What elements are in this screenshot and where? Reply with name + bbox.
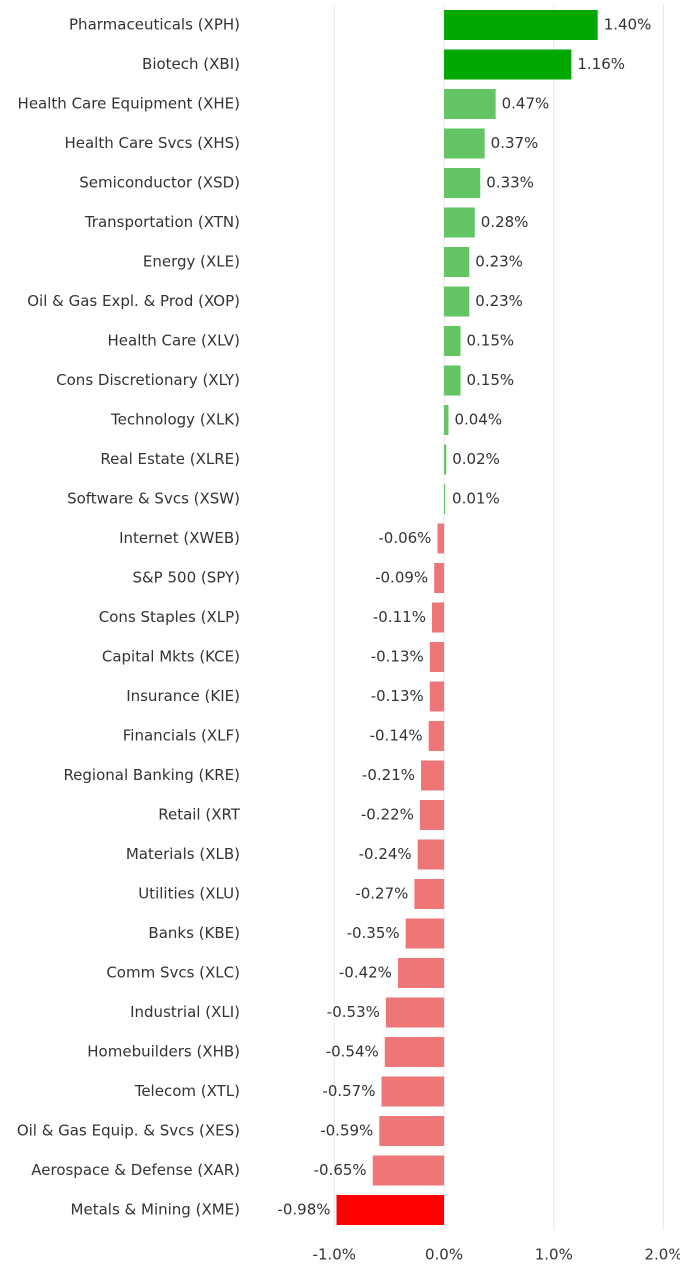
category-label: Cons Staples (XLP) xyxy=(99,608,240,626)
value-label: -0.13% xyxy=(371,687,424,705)
category-label: Utilities (XLU) xyxy=(138,885,240,903)
value-label: -0.54% xyxy=(326,1043,379,1061)
x-tick-label: 0.0% xyxy=(425,1246,463,1264)
value-label: 0.04% xyxy=(454,411,502,429)
value-label: -0.53% xyxy=(327,1003,380,1021)
value-label: 1.16% xyxy=(577,55,625,73)
value-label: -0.06% xyxy=(378,529,431,547)
category-label: Health Care Svcs (XHS) xyxy=(64,134,240,152)
value-label: 0.15% xyxy=(467,332,515,350)
value-label: -0.13% xyxy=(371,648,424,666)
x-tick-label: 2.0% xyxy=(644,1246,680,1264)
bar xyxy=(444,247,470,277)
bar xyxy=(381,1076,445,1107)
value-label: 0.01% xyxy=(452,490,500,508)
bar xyxy=(429,681,445,712)
value-label: 0.47% xyxy=(502,95,550,113)
bar xyxy=(405,918,445,949)
category-label: Internet (XWEB) xyxy=(119,529,240,547)
value-label: 1.40% xyxy=(604,16,652,34)
value-label: -0.21% xyxy=(362,766,415,784)
bar xyxy=(437,523,445,554)
bar xyxy=(444,444,447,475)
category-label: Cons Discretionary (XLY) xyxy=(56,371,240,389)
category-label: Homebuilders (XHB) xyxy=(87,1043,240,1061)
value-label: -0.24% xyxy=(359,845,412,863)
value-label: -0.65% xyxy=(314,1161,367,1179)
category-label: Energy (XLE) xyxy=(143,253,240,271)
category-label: Health Care Equipment (XHE) xyxy=(18,95,240,113)
category-label: Oil & Gas Equip. & Svcs (XES) xyxy=(17,1122,240,1140)
value-label: -0.22% xyxy=(361,806,414,824)
category-label: Biotech (XBI) xyxy=(142,55,240,73)
bar xyxy=(444,405,449,435)
bar xyxy=(431,602,445,633)
bar xyxy=(444,326,461,356)
category-label: Materials (XLB) xyxy=(126,845,240,863)
category-label: Comm Svcs (XLC) xyxy=(106,964,240,982)
bar xyxy=(444,168,481,198)
bar xyxy=(429,642,445,672)
value-label: -0.09% xyxy=(375,569,428,587)
category-label: Aerospace & Defense (XAR) xyxy=(31,1161,240,1179)
value-label: -0.14% xyxy=(370,727,423,745)
category-label: Telecom (XTL) xyxy=(134,1082,240,1100)
bar xyxy=(444,286,470,317)
bar xyxy=(444,89,496,119)
bar xyxy=(444,128,485,159)
category-label: S&P 500 (SPY) xyxy=(132,569,240,587)
bar xyxy=(444,49,572,80)
value-label: -0.42% xyxy=(339,964,392,982)
value-label: 0.15% xyxy=(467,371,515,389)
value-label: 0.02% xyxy=(452,450,500,468)
x-tick-label: 1.0% xyxy=(535,1246,573,1264)
category-label: Pharmaceuticals (XPH) xyxy=(69,16,240,34)
value-label: -0.57% xyxy=(322,1082,375,1100)
bar xyxy=(397,958,445,988)
category-label: Metals & Mining (XME) xyxy=(71,1201,240,1219)
category-label: Insurance (KIE) xyxy=(126,687,240,705)
bar xyxy=(336,1195,445,1225)
bar xyxy=(428,721,445,751)
category-label: Technology (XLK) xyxy=(110,411,240,429)
category-label: Regional Banking (KRE) xyxy=(63,766,240,784)
value-label: -0.27% xyxy=(355,885,408,903)
x-tick-label: -1.0% xyxy=(313,1246,357,1264)
bar xyxy=(444,365,461,396)
value-label: -0.11% xyxy=(373,608,426,626)
category-label: Real Estate (XLRE) xyxy=(100,450,240,468)
category-label: Banks (KBE) xyxy=(148,924,240,942)
value-label: 0.23% xyxy=(475,253,523,271)
bar xyxy=(421,760,445,791)
bar xyxy=(372,1155,445,1186)
category-label: Health Care (XLV) xyxy=(108,332,240,350)
value-label: -0.59% xyxy=(320,1122,373,1140)
category-label: Semiconductor (XSD) xyxy=(79,174,240,192)
value-label: -0.35% xyxy=(347,924,400,942)
bar xyxy=(384,1037,445,1067)
value-label: 0.23% xyxy=(475,292,523,310)
category-label: Software & Svcs (XSW) xyxy=(67,490,240,508)
category-label: Capital Mkts (KCE) xyxy=(102,648,240,666)
bar xyxy=(444,207,475,238)
category-label: Financials (XLF) xyxy=(123,727,240,745)
category-label: Industrial (XLI) xyxy=(130,1003,240,1021)
value-label: -0.98% xyxy=(277,1201,330,1219)
bar xyxy=(444,484,446,514)
value-label: 0.28% xyxy=(481,213,529,231)
bar xyxy=(444,10,598,40)
bar xyxy=(434,563,445,593)
value-label: 0.37% xyxy=(491,134,539,152)
value-label: 0.33% xyxy=(486,174,534,192)
bar xyxy=(379,1116,445,1146)
category-label: Oil & Gas Expl. & Prod (XOP) xyxy=(27,292,240,310)
category-label: Retail (XRT xyxy=(158,806,241,824)
bar xyxy=(385,997,445,1028)
category-label: Transportation (XTN) xyxy=(84,213,240,231)
bar xyxy=(414,879,445,909)
bar xyxy=(417,839,445,870)
bar xyxy=(419,800,445,830)
